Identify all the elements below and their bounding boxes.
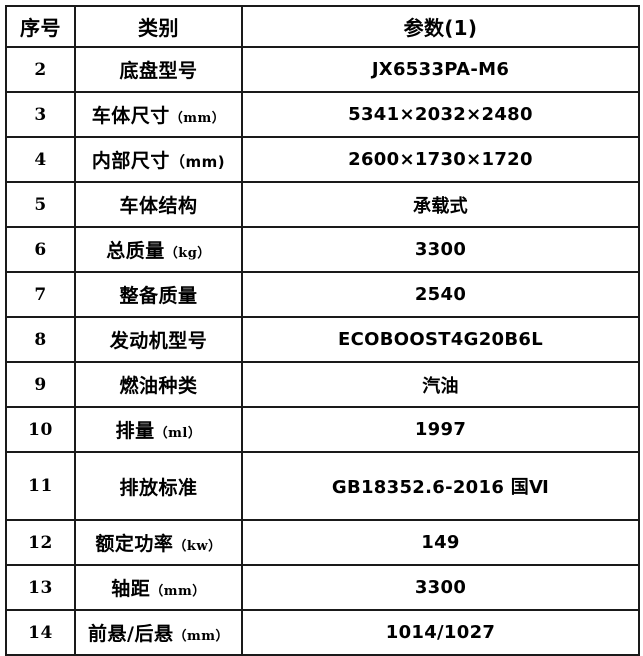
table-row: 5 车体结构 承载式 <box>5 181 640 228</box>
row-category-unit: （mm) <box>169 153 226 171</box>
row-category: 发动机型号 <box>74 316 243 363</box>
row-index: 11 <box>5 451 76 521</box>
row-index: 10 <box>5 406 76 453</box>
row-index: 4 <box>5 136 76 183</box>
row-category-label: 发动机型号 <box>109 330 208 352</box>
table-row: 7 整备质量 2540 <box>5 271 640 318</box>
table-header-row: 序号 类别 参数(1) <box>5 5 640 48</box>
row-value: 承载式 <box>241 181 640 228</box>
row-index: 5 <box>5 181 76 228</box>
row-category-label: 内部尺寸 <box>91 150 170 172</box>
row-value: 5341×2032×2480 <box>241 91 640 138</box>
row-index: 7 <box>5 271 76 318</box>
row-category-label: 车体尺寸 <box>91 105 170 127</box>
row-category-unit: （mm） <box>169 111 226 126</box>
row-category-unit: （kw） <box>173 539 222 554</box>
row-category-label: 排放标准 <box>119 476 198 499</box>
column-header-index: 序号 <box>5 5 76 48</box>
row-index: 3 <box>5 91 76 138</box>
row-category: 车体结构 <box>74 181 243 228</box>
row-category: 排放标准 <box>74 451 243 521</box>
row-value: ECOBOOST4G20B6L <box>241 316 640 363</box>
row-value: 149 <box>241 519 640 566</box>
column-header-value: 参数(1) <box>241 5 640 48</box>
row-category-label: 整备质量 <box>119 285 198 307</box>
row-category: 内部尺寸（mm) <box>74 136 243 183</box>
row-index: 6 <box>5 226 76 273</box>
row-category-label: 前悬/后悬 <box>88 623 174 645</box>
table-row: 12 额定功率（kw） 149 <box>5 519 640 566</box>
row-index: 2 <box>5 46 76 93</box>
row-category-label: 燃油种类 <box>119 375 198 397</box>
row-value: 3300 <box>241 226 640 273</box>
table-row: 4 内部尺寸（mm) 2600×1730×1720 <box>5 136 640 183</box>
row-category: 轴距（mm） <box>74 564 243 611</box>
row-category: 整备质量 <box>74 271 243 318</box>
vehicle-spec-table: 序号 类别 参数(1) 2 底盘型号 JX6533PA-M6 3 车体尺寸（mm… <box>5 5 640 656</box>
table-row: 8 发动机型号 ECOBOOST4G20B6L <box>5 316 640 363</box>
row-category: 额定功率（kw） <box>74 519 243 566</box>
row-category-unit: （mm） <box>173 629 229 644</box>
table-row: 14 前悬/后悬（mm） 1014/1027 <box>5 609 640 656</box>
row-value: 1014/1027 <box>241 609 640 656</box>
row-value: 1997 <box>241 406 640 453</box>
row-category: 车体尺寸（mm） <box>74 91 243 138</box>
row-category-label: 排量 <box>115 420 155 442</box>
row-index: 12 <box>5 519 76 566</box>
table-row: 3 车体尺寸（mm） 5341×2032×2480 <box>5 91 640 138</box>
row-category-unit: （kg） <box>164 246 211 261</box>
row-value: 3300 <box>241 564 640 611</box>
row-index: 14 <box>5 609 76 656</box>
table-row: 10 排量（ml） 1997 <box>5 406 640 453</box>
table-body: 序号 类别 参数(1) 2 底盘型号 JX6533PA-M6 3 车体尺寸（mm… <box>5 5 640 656</box>
row-category-unit: （ml） <box>154 426 202 441</box>
table-row: 13 轴距（mm） 3300 <box>5 564 640 611</box>
row-value: JX6533PA-M6 <box>241 46 640 93</box>
row-category-label: 底盘型号 <box>119 60 198 82</box>
row-index: 9 <box>5 361 76 408</box>
row-category: 前悬/后悬（mm） <box>74 609 243 656</box>
row-category-label: 轴距 <box>111 578 151 600</box>
column-header-category: 类别 <box>74 5 243 48</box>
row-value: 汽油 <box>241 361 640 408</box>
row-category: 底盘型号 <box>74 46 243 93</box>
row-value: 2540 <box>241 271 640 318</box>
table-row: 2 底盘型号 JX6533PA-M6 <box>5 46 640 93</box>
row-category-label: 总质量 <box>106 240 165 262</box>
table-row: 11 排放标准 GB18352.6-2016 国Ⅵ <box>5 451 640 521</box>
table-row: 9 燃油种类 汽油 <box>5 361 640 408</box>
row-category: 燃油种类 <box>74 361 243 408</box>
row-value: GB18352.6-2016 国Ⅵ <box>241 451 640 521</box>
row-value: 2600×1730×1720 <box>241 136 640 183</box>
table-row: 6 总质量（kg） 3300 <box>5 226 640 273</box>
row-category-unit: （mm） <box>150 584 206 599</box>
row-category-label: 车体结构 <box>119 195 198 217</box>
row-category: 排量（ml） <box>74 406 243 453</box>
row-category-label: 额定功率 <box>95 533 174 555</box>
row-index: 13 <box>5 564 76 611</box>
row-index: 8 <box>5 316 76 363</box>
spec-table-wrapper: 序号 类别 参数(1) 2 底盘型号 JX6533PA-M6 3 车体尺寸（mm… <box>5 5 640 656</box>
row-category: 总质量（kg） <box>74 226 243 273</box>
